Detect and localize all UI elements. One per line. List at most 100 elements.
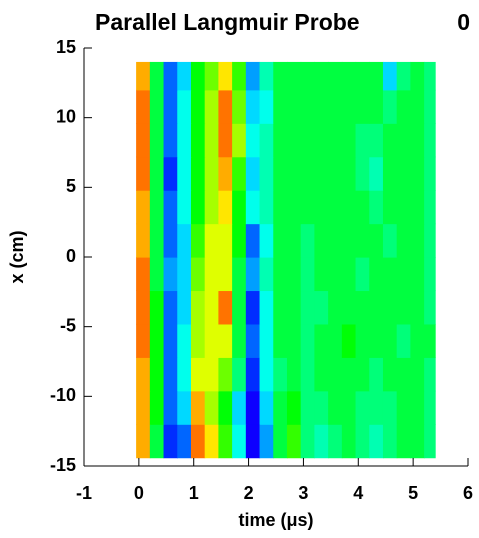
heatmap-cell xyxy=(204,89,219,124)
heatmap-cell xyxy=(149,390,165,425)
heatmap-cell xyxy=(259,323,274,358)
heatmap-cell xyxy=(369,290,384,325)
heatmap-cell xyxy=(300,424,315,459)
y-tick-label: -10 xyxy=(50,385,76,405)
heatmap-cell xyxy=(163,190,178,225)
heatmap-cell xyxy=(341,424,357,459)
heatmap-cell xyxy=(218,89,233,124)
heatmap-cell xyxy=(341,156,357,191)
heatmap-cell xyxy=(328,190,343,225)
heatmap-cell xyxy=(328,123,343,158)
heatmap-cell xyxy=(177,123,192,158)
heatmap-cell xyxy=(273,61,288,91)
heatmap-cell xyxy=(177,257,192,292)
heatmap-cell xyxy=(136,190,151,225)
heatmap-cell xyxy=(190,390,206,425)
heatmap-cell xyxy=(177,156,192,191)
heatmap-cell xyxy=(177,424,192,459)
heatmap-cell xyxy=(314,223,329,258)
heatmap-cell xyxy=(190,290,206,325)
heatmap-cell xyxy=(163,223,178,258)
heatmap-cell xyxy=(396,156,411,191)
heatmap-cell xyxy=(204,223,219,258)
chart-title: Parallel Langmuir Probe xyxy=(95,9,360,35)
heatmap-cell xyxy=(369,390,384,425)
heatmap-cell xyxy=(259,61,274,91)
heatmap-cell xyxy=(410,257,425,292)
heatmap-cell xyxy=(259,257,274,292)
heatmap-cell xyxy=(245,156,261,191)
heatmap-cell xyxy=(190,190,206,225)
heatmap-cell xyxy=(232,390,247,425)
heatmap-cell xyxy=(300,156,315,191)
heatmap-cell xyxy=(190,357,206,392)
heatmap-cell xyxy=(218,61,233,91)
heatmap-cell xyxy=(163,61,178,91)
heatmap-cell xyxy=(245,190,261,225)
heatmap-cell xyxy=(218,156,233,191)
heatmap-cell xyxy=(341,190,357,225)
heatmap-cell xyxy=(232,424,247,459)
heatmap-cell xyxy=(218,424,233,459)
heatmap-cell xyxy=(136,357,151,392)
heatmap-cell xyxy=(382,390,398,425)
heatmap-cell xyxy=(245,323,261,358)
heatmap-cell xyxy=(369,123,384,158)
heatmap-cell xyxy=(382,123,398,158)
heatmap-cell xyxy=(396,123,411,158)
heatmap-cell xyxy=(410,223,425,258)
heatmap-cell xyxy=(314,89,329,124)
heatmap-cell xyxy=(232,223,247,258)
heatmap-cell xyxy=(232,257,247,292)
heatmap-cell xyxy=(218,190,233,225)
heatmap-cell xyxy=(328,390,343,425)
heatmap-cell xyxy=(163,424,178,459)
heatmap-cell xyxy=(300,290,315,325)
heatmap-cell xyxy=(355,156,370,191)
heatmap-cell xyxy=(163,156,178,191)
heatmap-cell xyxy=(424,190,436,225)
heatmap-cell xyxy=(136,257,151,292)
heatmap-cell xyxy=(355,89,370,124)
heatmap-cell xyxy=(286,357,302,392)
heatmap-cell xyxy=(369,323,384,358)
heatmap-cell xyxy=(149,61,165,91)
heatmap-cell xyxy=(328,257,343,292)
heatmap-cell xyxy=(273,156,288,191)
heatmap-cell xyxy=(396,290,411,325)
heatmap-cell xyxy=(273,390,288,425)
heatmap-cell xyxy=(177,290,192,325)
heatmap-cell xyxy=(163,357,178,392)
heatmap-cell xyxy=(286,424,302,459)
heatmap-cell xyxy=(163,123,178,158)
x-axis-label: time (μs) xyxy=(238,510,313,530)
heatmap-cell xyxy=(328,323,343,358)
heatmap-cell xyxy=(300,357,315,392)
heatmap-cell xyxy=(355,390,370,425)
heatmap-cell xyxy=(273,190,288,225)
heatmap-cell xyxy=(369,223,384,258)
heatmap-cell xyxy=(149,323,165,358)
heatmap-cell xyxy=(259,357,274,392)
heatmap-cell xyxy=(190,156,206,191)
heatmap-cell xyxy=(232,323,247,358)
heatmap-cell xyxy=(149,190,165,225)
heatmap-cell xyxy=(177,89,192,124)
heatmap-cell xyxy=(300,190,315,225)
heatmap-cell xyxy=(424,156,436,191)
heatmap-cell xyxy=(410,123,425,158)
heatmap-cell xyxy=(136,61,151,91)
heatmap-cell xyxy=(259,89,274,124)
heatmap-cell xyxy=(273,223,288,258)
heatmap-cell xyxy=(204,190,219,225)
heatmap-cell xyxy=(341,357,357,392)
heatmap-cell xyxy=(273,290,288,325)
heatmap-cell xyxy=(218,123,233,158)
heatmap-cell xyxy=(136,424,151,459)
heatmap-cell xyxy=(259,156,274,191)
heatmap-cell xyxy=(245,424,261,459)
heatmap-cell xyxy=(259,123,274,158)
x-tick-label: 2 xyxy=(244,483,254,503)
heatmap-cell xyxy=(341,257,357,292)
